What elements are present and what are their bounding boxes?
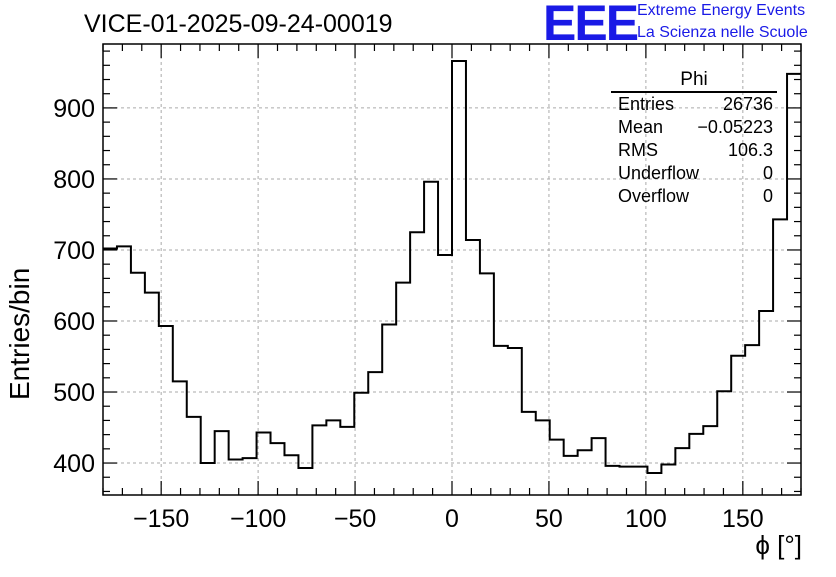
stats-box: Phi Entries 26736 Mean −0.05223 RMS 106.… (611, 70, 777, 208)
stats-row-underflow: Underflow 0 (611, 162, 777, 185)
x-tick-label: 100 (625, 505, 667, 533)
stats-row-mean: Mean −0.05223 (611, 116, 777, 139)
logo-line-2: La Scienza nelle Scuole (637, 24, 808, 41)
x-tick-label: −150 (133, 505, 189, 533)
x-tick-label: −50 (334, 505, 376, 533)
stats-value: 26736 (722, 94, 773, 114)
stats-label: Mean (618, 117, 664, 137)
y-axis-label: Entries/bin (4, 267, 35, 400)
stats-row-rms: RMS 106.3 (611, 139, 777, 162)
chart-title: VICE-01-2025-09-24-00019 (84, 10, 393, 38)
y-tick-label: 600 (53, 308, 95, 336)
stats-row-overflow: Overflow 0 (611, 185, 777, 208)
histogram-line (103, 60, 801, 474)
x-tick-label: 0 (445, 505, 459, 533)
stats-label: Entries (618, 94, 675, 114)
x-tick-label: 150 (722, 505, 764, 533)
logo-line-1: Extreme Energy Events (637, 2, 806, 19)
x-tick-label: 50 (535, 505, 563, 533)
y-tick-label: 400 (53, 450, 95, 478)
y-tick-label: 700 (53, 237, 95, 265)
stats-label: RMS (618, 140, 658, 160)
x-axis-label: ϕ [°] (755, 530, 802, 560)
y-tick-label: 900 (53, 95, 95, 123)
y-tick-label: 800 (53, 166, 95, 194)
stats-title: Phi (611, 70, 777, 93)
stats-value: 106.3 (727, 140, 773, 160)
stats-value: −0.05223 (697, 117, 773, 137)
stats-label: Overflow (618, 186, 690, 206)
x-tick-label: −100 (230, 505, 286, 533)
stats-row-entries: Entries 26736 (611, 93, 777, 116)
stats-value: 0 (762, 186, 773, 206)
y-tick-label: 500 (53, 379, 95, 407)
eee-logo: EEE (543, 0, 639, 51)
stats-value: 0 (762, 163, 773, 183)
stats-label: Underflow (618, 163, 700, 183)
